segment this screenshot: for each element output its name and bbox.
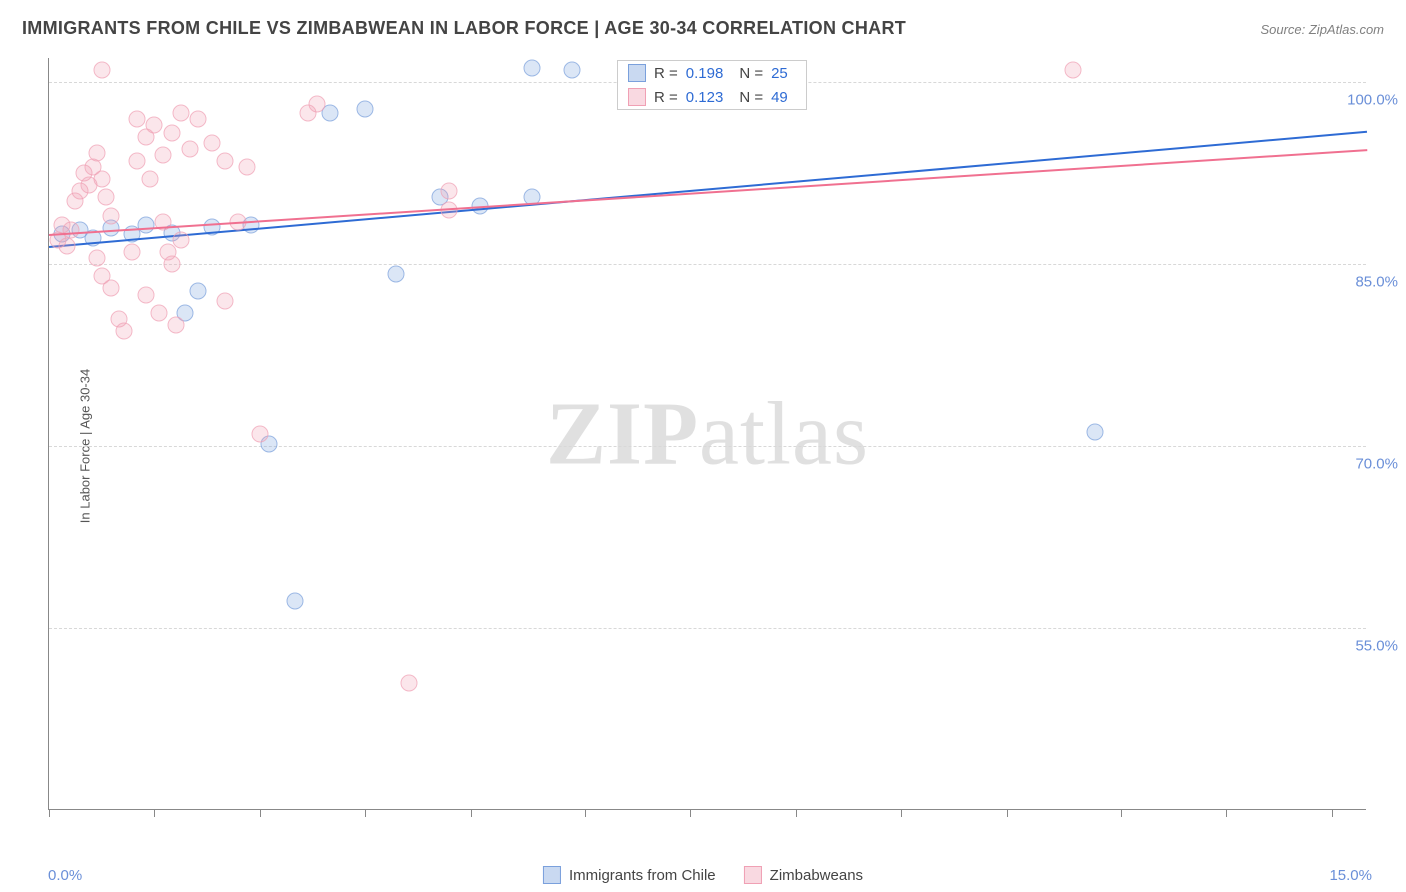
watermark-bold: ZIP: [546, 384, 699, 483]
n-label: N =: [739, 65, 763, 82]
stat-row: R = 0.123 N = 49: [618, 85, 806, 109]
watermark: ZIPatlas: [546, 382, 869, 485]
data-point: [89, 144, 106, 161]
data-point: [251, 426, 268, 443]
data-point: [150, 304, 167, 321]
data-point: [58, 238, 75, 255]
r-value: 0.198: [686, 65, 724, 82]
x-tick: [901, 809, 902, 817]
data-point: [146, 116, 163, 133]
data-point: [164, 125, 181, 142]
data-point: [1064, 62, 1081, 79]
legend-swatch: [744, 866, 762, 884]
x-tick: [365, 809, 366, 817]
data-point: [115, 322, 132, 339]
x-tick: [1007, 809, 1008, 817]
x-tick: [471, 809, 472, 817]
n-label: N =: [739, 89, 763, 106]
x-tick: [690, 809, 691, 817]
gridline: [49, 264, 1366, 265]
data-point: [172, 231, 189, 248]
n-value: 25: [771, 65, 788, 82]
gridline: [49, 628, 1366, 629]
data-point: [93, 171, 110, 188]
source-attribution: Source: ZipAtlas.com: [1260, 22, 1384, 37]
data-point: [238, 159, 255, 176]
legend-item: Zimbabweans: [744, 866, 863, 884]
x-tick: [154, 809, 155, 817]
legend-item: Immigrants from Chile: [543, 866, 716, 884]
r-label: R =: [654, 65, 678, 82]
data-point: [102, 207, 119, 224]
legend-swatch: [543, 866, 561, 884]
data-point: [216, 153, 233, 170]
data-point: [93, 62, 110, 79]
data-point: [98, 189, 115, 206]
data-point: [440, 183, 457, 200]
data-point: [190, 110, 207, 127]
data-point: [137, 286, 154, 303]
y-tick-label: 100.0%: [1347, 92, 1398, 109]
data-point: [203, 134, 220, 151]
data-point: [388, 265, 405, 282]
data-point: [168, 316, 185, 333]
data-point: [216, 292, 233, 309]
data-point: [62, 222, 79, 239]
r-value: 0.123: [686, 89, 724, 106]
plot-area: ZIPatlas R = 0.198 N = 25 R = 0.123 N = 49: [48, 58, 1366, 810]
data-point: [164, 256, 181, 273]
x-axis-max-label: 15.0%: [1329, 867, 1372, 884]
legend-swatch: [628, 64, 646, 82]
data-point: [181, 140, 198, 157]
x-tick: [796, 809, 797, 817]
data-point: [128, 153, 145, 170]
trend-line: [49, 131, 1367, 248]
x-tick: [585, 809, 586, 817]
x-axis-min-label: 0.0%: [48, 867, 82, 884]
data-point: [563, 62, 580, 79]
data-point: [357, 100, 374, 117]
legend: Immigrants from Chile Zimbabweans: [543, 866, 863, 884]
gridline: [49, 446, 1366, 447]
x-tick: [1121, 809, 1122, 817]
data-point: [190, 282, 207, 299]
y-tick-label: 70.0%: [1355, 456, 1398, 473]
r-label: R =: [654, 89, 678, 106]
x-tick: [1332, 809, 1333, 817]
data-point: [124, 244, 141, 261]
data-point: [128, 110, 145, 127]
data-point: [172, 104, 189, 121]
data-point: [142, 171, 159, 188]
legend-swatch: [628, 88, 646, 106]
watermark-rest: atlas: [699, 384, 869, 483]
x-tick: [1226, 809, 1227, 817]
data-point: [401, 674, 418, 691]
data-point: [287, 593, 304, 610]
data-point: [89, 250, 106, 267]
x-tick: [49, 809, 50, 817]
stat-row: R = 0.198 N = 25: [618, 61, 806, 85]
data-point: [1086, 423, 1103, 440]
n-value: 49: [771, 89, 788, 106]
chart-title: IMMIGRANTS FROM CHILE VS ZIMBABWEAN IN L…: [22, 18, 906, 39]
x-tick: [260, 809, 261, 817]
legend-label: Zimbabweans: [770, 867, 863, 884]
data-point: [155, 147, 172, 164]
data-point: [524, 59, 541, 76]
y-tick-label: 85.0%: [1355, 274, 1398, 291]
correlation-stat-box: R = 0.198 N = 25 R = 0.123 N = 49: [617, 60, 807, 110]
legend-label: Immigrants from Chile: [569, 867, 716, 884]
data-point: [308, 96, 325, 113]
data-point: [137, 217, 154, 234]
data-point: [102, 280, 119, 297]
y-tick-label: 55.0%: [1355, 638, 1398, 655]
